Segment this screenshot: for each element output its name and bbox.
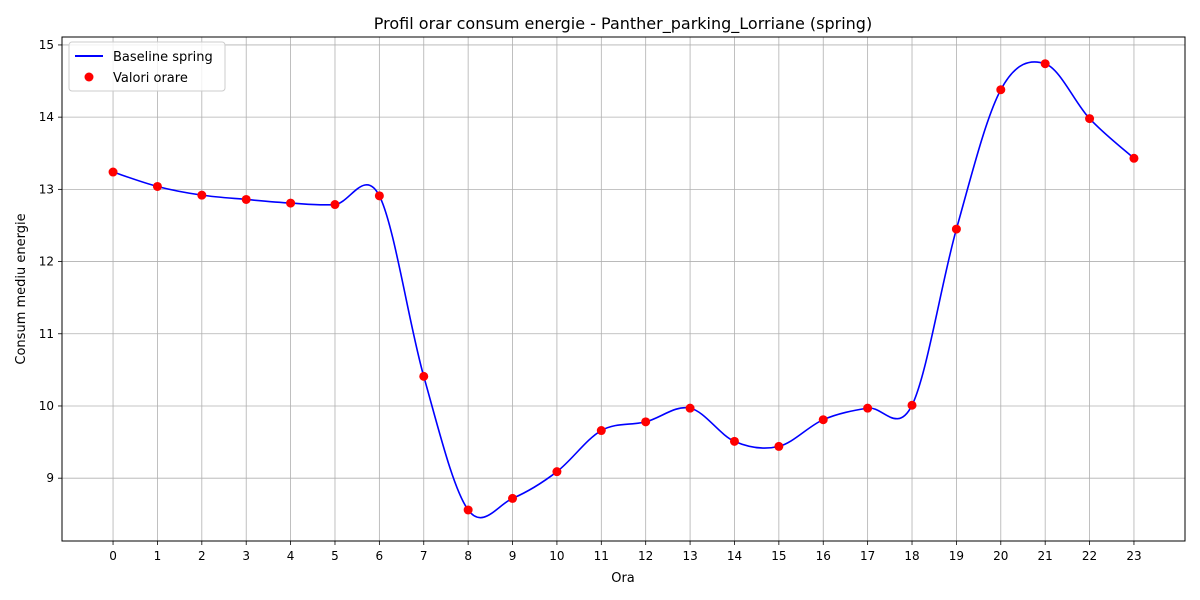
x-tick-label: 22 bbox=[1082, 549, 1097, 563]
y-tick-label: 11 bbox=[39, 327, 54, 341]
data-point bbox=[907, 400, 917, 410]
data-point bbox=[641, 417, 651, 427]
data-point bbox=[152, 181, 162, 191]
x-tick-label: 11 bbox=[594, 549, 609, 563]
series-line-baseline bbox=[112, 61, 1135, 519]
data-point bbox=[286, 198, 296, 208]
y-axis-label: Consum mediu energie bbox=[14, 213, 29, 364]
x-tick-label: 14 bbox=[727, 549, 742, 563]
legend: Baseline spring Valori orare bbox=[68, 41, 226, 92]
x-tick-label: 21 bbox=[1038, 549, 1053, 563]
legend-box bbox=[68, 41, 226, 92]
x-tick-label: 16 bbox=[816, 549, 831, 563]
plot-frame bbox=[61, 36, 1186, 542]
legend-dot-swatch bbox=[84, 72, 94, 82]
y-tick-label: 12 bbox=[39, 255, 54, 269]
data-point bbox=[419, 371, 429, 381]
x-tick-label: 15 bbox=[771, 549, 786, 563]
x-tick-label: 17 bbox=[860, 549, 875, 563]
data-point bbox=[1085, 114, 1095, 124]
x-tick-label: 1 bbox=[154, 549, 162, 563]
data-point bbox=[729, 436, 739, 446]
data-point bbox=[1129, 153, 1139, 163]
x-tick-label: 7 bbox=[420, 549, 428, 563]
x-axis-label: Ora bbox=[611, 571, 635, 586]
y-tick-label: 15 bbox=[39, 38, 54, 52]
data-point bbox=[774, 441, 784, 451]
data-point bbox=[951, 224, 961, 234]
x-tick-label: 3 bbox=[242, 549, 250, 563]
x-tick-label: 23 bbox=[1126, 549, 1141, 563]
x-tick-label: 6 bbox=[376, 549, 384, 563]
x-tick-label: 5 bbox=[331, 549, 339, 563]
data-point bbox=[996, 85, 1006, 95]
data-point bbox=[463, 505, 473, 515]
x-tick-label: 0 bbox=[109, 549, 117, 563]
data-point bbox=[863, 403, 873, 413]
data-point bbox=[374, 191, 384, 201]
x-tick-label: 9 bbox=[509, 549, 517, 563]
grid bbox=[62, 37, 1185, 541]
y-tick-label: 10 bbox=[39, 399, 54, 413]
data-point bbox=[330, 200, 340, 210]
legend-label-hourly: Valori orare bbox=[113, 71, 188, 86]
legend-label-baseline: Baseline spring bbox=[113, 50, 213, 65]
x-tick-label: 18 bbox=[904, 549, 919, 563]
x-tick-label: 2 bbox=[198, 549, 206, 563]
x-tick-label: 12 bbox=[638, 549, 653, 563]
x-tick-label: 10 bbox=[549, 549, 564, 563]
x-tick-label: 13 bbox=[682, 549, 697, 563]
x-tick-label: 20 bbox=[993, 549, 1008, 563]
x-tick-label: 4 bbox=[287, 549, 295, 563]
x-tick-label: 8 bbox=[464, 549, 472, 563]
y-axis-ticks: 9 10 11 12 13 14 15 bbox=[39, 38, 62, 485]
data-point bbox=[596, 426, 606, 436]
chart-title: Profil orar consum energie - Panther_par… bbox=[374, 14, 872, 34]
data-point bbox=[241, 194, 251, 204]
data-point bbox=[818, 415, 828, 425]
y-tick-label: 9 bbox=[46, 471, 54, 485]
y-tick-label: 14 bbox=[39, 110, 54, 124]
x-tick-label: 19 bbox=[949, 549, 964, 563]
data-point bbox=[1040, 59, 1050, 69]
data-point bbox=[197, 190, 207, 200]
x-axis-ticks: 0 1 2 3 4 5 6 7 8 9 10 11 12 13 14 15 16 17 18 19 20 21 22 23 bbox=[109, 541, 1142, 563]
data-point bbox=[552, 467, 562, 477]
data-point bbox=[685, 403, 695, 413]
plot-area bbox=[108, 59, 1139, 519]
y-tick-label: 13 bbox=[39, 182, 54, 196]
data-point bbox=[508, 493, 518, 503]
data-point bbox=[108, 167, 118, 177]
